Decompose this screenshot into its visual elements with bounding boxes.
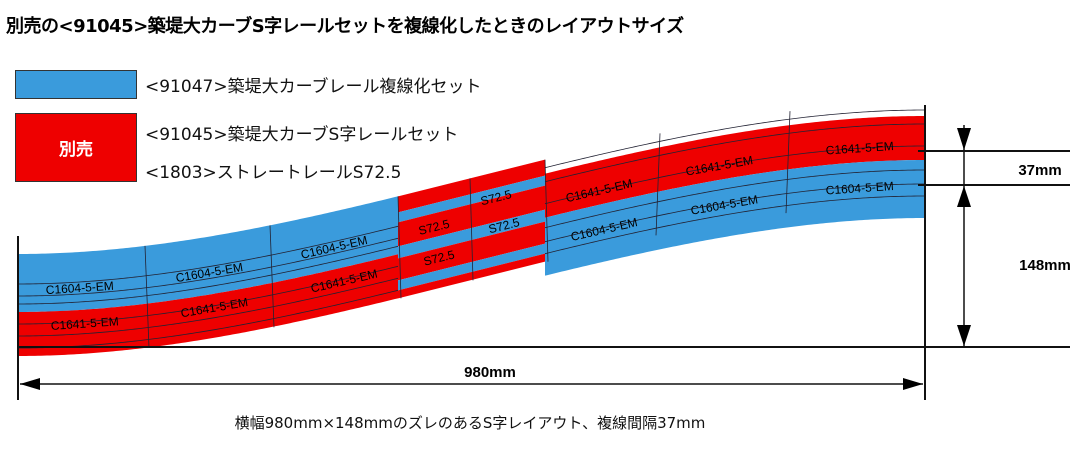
rail-line	[544, 123, 926, 183]
rail-line	[17, 225, 399, 285]
track-joint	[785, 111, 791, 214]
legend-swatch-blue	[15, 70, 137, 99]
rail-line	[17, 237, 399, 297]
offset-label: 148mm	[1019, 257, 1071, 274]
arrow-down-icon	[957, 128, 971, 150]
rail-line	[544, 169, 926, 229]
arrow-right-icon	[903, 378, 923, 390]
red-track-band-left	[18, 254, 398, 356]
legend-label-straight: <1803>ストレートレールS72.5	[145, 163, 402, 183]
rail-line	[17, 289, 399, 349]
legend-label-double-track: <91047>築堤大カーブレール複線化セット	[145, 77, 482, 97]
track-label-c1604: C1604-5-EM	[45, 279, 114, 297]
track-joint	[397, 196, 402, 299]
track-label-c1641: C1641-5-EM	[50, 314, 119, 333]
sold-separately-badge: 別売	[59, 140, 93, 160]
track-label-c1641: C1641-5-EM	[825, 139, 894, 158]
track-joint	[144, 245, 150, 348]
arrow-down-icon	[957, 325, 971, 346]
arrow-left-icon	[20, 378, 40, 390]
straight-section-stripe	[398, 175, 545, 223]
straight-section-stripe	[398, 221, 545, 281]
rail-line	[17, 277, 399, 337]
blue-track-band-left	[18, 196, 398, 312]
caption: 横幅980mm×148mmのズレのあるS字レイアウト、複線間隔37mm	[234, 414, 706, 432]
track-joint	[544, 159, 549, 262]
track-label-c1604: C1604-5-EM	[825, 179, 894, 198]
rail-line	[544, 145, 926, 205]
straight-section-stripe	[398, 159, 545, 213]
track-joint	[469, 178, 474, 281]
straight-section-stripe	[398, 243, 545, 291]
width-label: 980mm	[464, 364, 516, 381]
red-track-band-right	[545, 116, 925, 218]
track-joint	[655, 133, 661, 236]
rail-line	[17, 245, 399, 305]
page-title: 別売の<91045>築堤大カーブS字レールセットを複線化したときのレイアウトサイ…	[6, 16, 684, 37]
arrow-up-icon	[957, 186, 971, 207]
rail-line	[544, 109, 926, 169]
track-joint	[269, 225, 275, 328]
rail-line	[17, 265, 399, 325]
legend-swatch-red: 別売	[15, 113, 137, 182]
rail-line	[544, 195, 926, 255]
track-spacing-label: 37mm	[1018, 162, 1061, 179]
straight-section-stripe	[398, 253, 545, 299]
legend-label-s-curve-set: <91045>築堤大カーブS字レールセット	[145, 125, 459, 145]
rail-line	[544, 183, 926, 243]
